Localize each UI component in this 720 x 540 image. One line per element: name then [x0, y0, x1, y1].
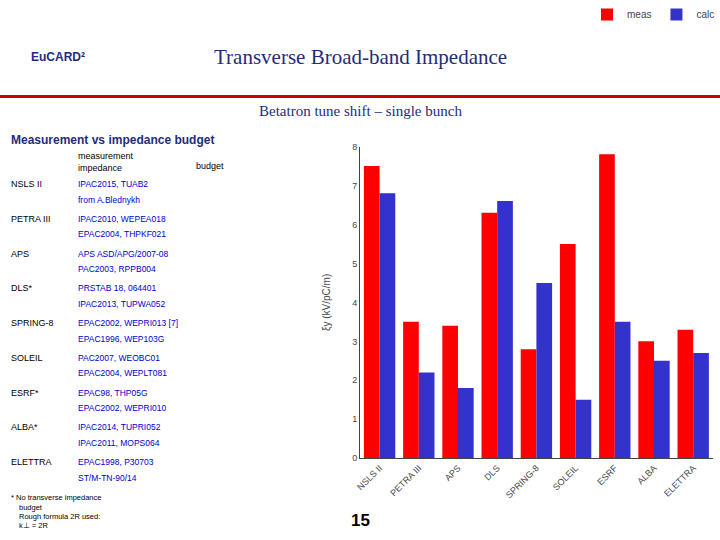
svg-text:SPRING-8: SPRING-8	[11, 318, 54, 328]
svg-text:ESRF: ESRF	[595, 463, 619, 487]
svg-text:EuCARD²: EuCARD²	[31, 50, 85, 64]
svg-text:EPAC98, THP05G: EPAC98, THP05G	[78, 388, 148, 398]
svg-text:ξy (kV/pC/m): ξy (kV/pC/m)	[321, 274, 333, 331]
svg-text:6: 6	[352, 220, 357, 230]
svg-text:APS: APS	[443, 463, 463, 483]
svg-text:4: 4	[352, 298, 357, 308]
svg-text:IPAC2015, TUAB2: IPAC2015, TUAB2	[78, 179, 148, 189]
svg-text:EPAC1996, WEP103G: EPAC1996, WEP103G	[78, 334, 164, 344]
svg-text:IPAC2013, TUPWA052: IPAC2013, TUPWA052	[78, 299, 166, 309]
svg-text:8: 8	[352, 142, 357, 152]
svg-text:calc: calc	[696, 9, 714, 20]
svg-text:ALBA*: ALBA*	[11, 422, 38, 432]
svg-text:ELETTRA: ELETTRA	[11, 457, 52, 467]
svg-text:1: 1	[352, 414, 357, 424]
svg-text:NSLS II: NSLS II	[355, 463, 384, 492]
svg-text:k⊥ = 2R: k⊥ = 2R	[19, 521, 48, 530]
svg-text:APS ASD/APG/2007-08: APS ASD/APG/2007-08	[78, 249, 169, 259]
svg-text:5: 5	[352, 259, 357, 269]
svg-text:2: 2	[352, 375, 357, 385]
svg-text:budget: budget	[196, 161, 224, 171]
svg-text:SOLEIL: SOLEIL	[11, 353, 43, 363]
svg-text:EPAC2002, WEPRI010: EPAC2002, WEPRI010	[78, 403, 166, 413]
svg-text:PETRA III: PETRA III	[388, 463, 423, 498]
svg-text:ALBA: ALBA	[635, 463, 658, 486]
svg-text:15: 15	[351, 511, 370, 530]
svg-text:Measurement vs impedance budge: Measurement vs impedance budget	[11, 133, 214, 147]
svg-text:ST/M-TN-90/14: ST/M-TN-90/14	[78, 473, 137, 483]
svg-text:NSLS II: NSLS II	[11, 179, 42, 189]
svg-text:from A.Blednykh: from A.Blednykh	[78, 195, 140, 205]
svg-text:ESRF*: ESRF*	[11, 388, 39, 398]
svg-text:Transverse Broad-band Impedanc: Transverse Broad-band Impedance	[214, 45, 507, 69]
svg-text:PAC2007, WEOBC01: PAC2007, WEOBC01	[78, 353, 160, 363]
svg-text:EPAC2002, WEPRI013 [7]: EPAC2002, WEPRI013 [7]	[78, 318, 178, 328]
svg-text:PRSTAB 18, 064401: PRSTAB 18, 064401	[78, 283, 157, 293]
svg-text:Rough formula 2R used:: Rough formula 2R used:	[19, 512, 100, 521]
svg-text:* No transverse impedance: * No transverse impedance	[11, 493, 101, 502]
svg-text:IPAC2014, TUPRI052: IPAC2014, TUPRI052	[78, 422, 161, 432]
svg-text:3: 3	[352, 337, 357, 347]
svg-text:EPAC2004, WEPLT081: EPAC2004, WEPLT081	[78, 368, 167, 378]
svg-text:budget: budget	[19, 503, 43, 512]
svg-text:DLS: DLS	[482, 463, 501, 482]
svg-text:0: 0	[352, 453, 357, 463]
svg-text:meas: meas	[627, 9, 651, 20]
svg-text:APS: APS	[11, 249, 29, 259]
svg-text:7: 7	[352, 181, 357, 191]
svg-text:IPAC2011, MOPS064: IPAC2011, MOPS064	[78, 438, 160, 448]
svg-text:SPRING-8: SPRING-8	[504, 463, 541, 500]
svg-text:EPAC1998, P30703: EPAC1998, P30703	[78, 457, 154, 467]
svg-text:DLS*: DLS*	[11, 283, 33, 293]
svg-text:ELETTRA: ELETTRA	[662, 463, 698, 499]
svg-text:IPAC2010, WEPEA018: IPAC2010, WEPEA018	[78, 214, 166, 224]
svg-text:PAC2003, RPPB004: PAC2003, RPPB004	[78, 264, 156, 274]
svg-text:EPAC2004, THPKF021: EPAC2004, THPKF021	[78, 229, 166, 239]
svg-text:Betatron tune shift – single b: Betatron tune shift – single bunch	[259, 103, 462, 119]
svg-text:SOLEIL: SOLEIL	[551, 463, 580, 492]
svg-text:measurementimpedance: measurementimpedance	[78, 151, 134, 173]
svg-text:PETRA III: PETRA III	[11, 214, 51, 224]
